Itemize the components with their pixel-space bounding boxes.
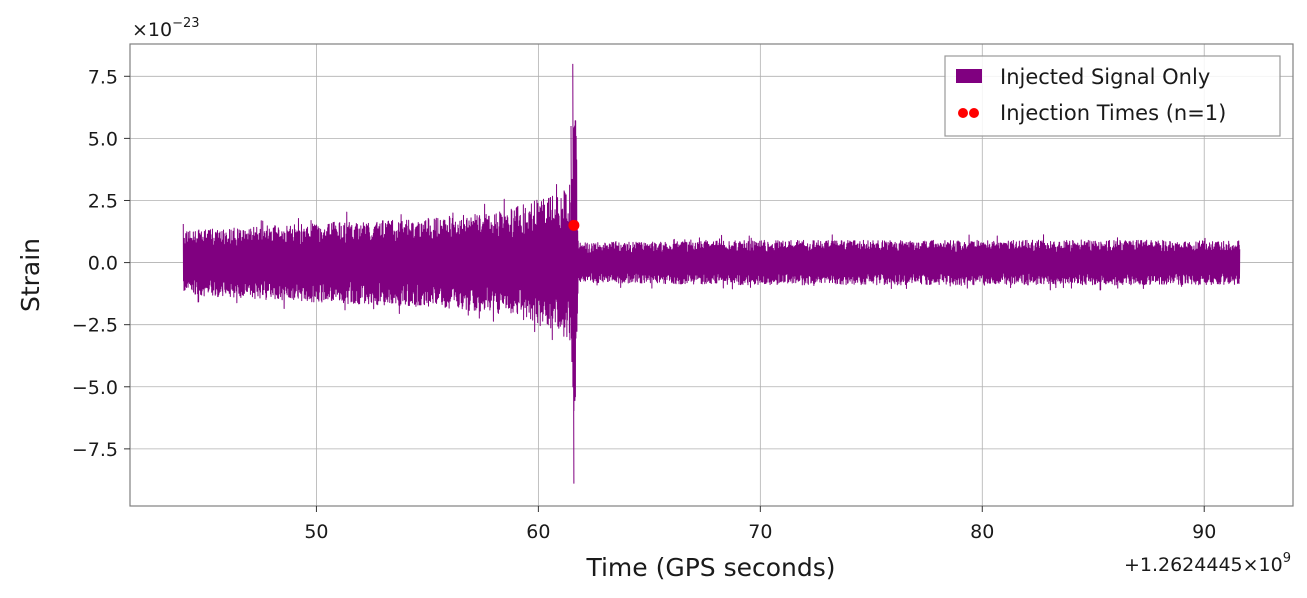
y-tick-label: −7.5 bbox=[72, 439, 118, 461]
x-axis-offset: +1.2624445×109 bbox=[1124, 551, 1291, 576]
y-tick-label: 0.0 bbox=[88, 253, 118, 275]
x-tick-label: 50 bbox=[304, 521, 328, 543]
y-axis-label: Strain bbox=[16, 238, 45, 312]
x-axis-ticks: 50 60 70 80 90 bbox=[304, 506, 1216, 543]
x-tick-label: 80 bbox=[970, 521, 994, 543]
injected-signal-line bbox=[182, 63, 1241, 484]
plot-frame bbox=[129, 43, 1294, 507]
y-tick-label: 5.0 bbox=[88, 128, 118, 150]
x-axis-label: Time (GPS seconds) bbox=[585, 553, 835, 582]
y-tick-label: −5.0 bbox=[72, 377, 118, 399]
x-tick-label: 70 bbox=[748, 521, 772, 543]
legend-marker-injection-times bbox=[958, 108, 968, 118]
series-layer bbox=[182, 63, 1241, 484]
x-tick-label: 90 bbox=[1192, 521, 1216, 543]
y-tick-label: −2.5 bbox=[72, 315, 118, 337]
y-axis-multiplier: ×10−23 bbox=[132, 16, 200, 41]
legend-box bbox=[944, 55, 1281, 137]
injection-points bbox=[568, 219, 580, 231]
legend-marker-injection-times-2 bbox=[969, 108, 979, 118]
y-axis-ticks: −7.5 −5.0 −2.5 0.0 2.5 5.0 7.5 bbox=[72, 66, 130, 461]
x-tick-label: 60 bbox=[526, 521, 550, 543]
legend: Injected Signal Only Injection Times (n=… bbox=[944, 55, 1281, 137]
y-tick-label: 2.5 bbox=[88, 190, 118, 212]
legend-swatch-injected-signal bbox=[956, 69, 982, 83]
legend-label-injection-times: Injection Times (n=1) bbox=[1000, 101, 1226, 125]
y-tick-label: 7.5 bbox=[88, 66, 118, 88]
x-offset-exponent: 9 bbox=[1283, 551, 1291, 566]
injection-point bbox=[568, 219, 580, 231]
y-multiplier-exponent: −23 bbox=[172, 16, 199, 31]
legend-label-injected-signal: Injected Signal Only bbox=[1000, 65, 1210, 89]
